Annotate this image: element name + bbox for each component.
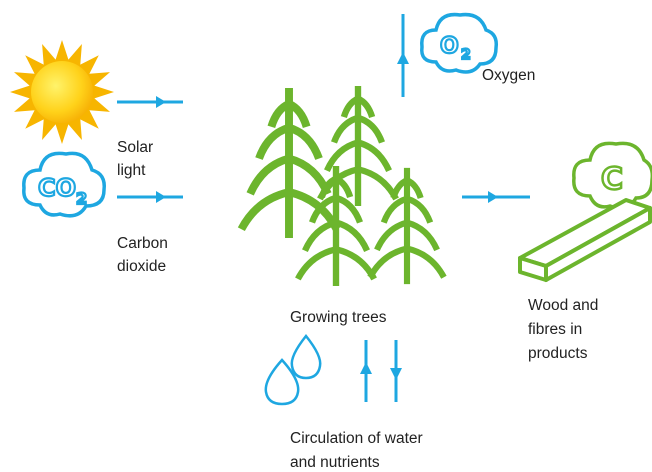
sun-icon [10, 40, 114, 144]
diagram: CO 2 O 2 C Sol [0, 0, 652, 472]
co2-text: CO [38, 174, 76, 202]
tree [320, 86, 396, 206]
carbon-dioxide-label: Carbon [117, 235, 168, 252]
circulation-label: Circulation of water [290, 430, 423, 447]
carbon-dioxide-label: dioxide [117, 258, 166, 275]
circulation-label: and nutrients [290, 454, 380, 471]
solar-light-label: Solar [117, 139, 153, 156]
wood-products-label: fibres in [528, 321, 582, 338]
tree [370, 168, 444, 284]
co2-subscript: 2 [76, 189, 87, 208]
solar-light-label: light [117, 162, 146, 179]
wood-products-label: Wood and [528, 297, 598, 314]
tree [241, 88, 336, 238]
oxygen-label: Oxygen [482, 67, 535, 84]
carbon-text: C [601, 162, 623, 197]
wood-products-label: products [528, 345, 588, 362]
co2-cloud: CO 2 [24, 153, 104, 215]
growing-trees-label: Growing trees [290, 309, 387, 326]
carbon-cloud: C [574, 143, 652, 207]
tree [298, 166, 374, 286]
wood-plank [520, 200, 650, 280]
o2-text: O [440, 34, 459, 59]
o2-cloud: O 2 [422, 15, 497, 72]
page: {"labels": {"solar_light": ["Solar", "li… [0, 0, 652, 472]
o2-subscript: 2 [461, 47, 471, 63]
water-drops [266, 336, 320, 404]
